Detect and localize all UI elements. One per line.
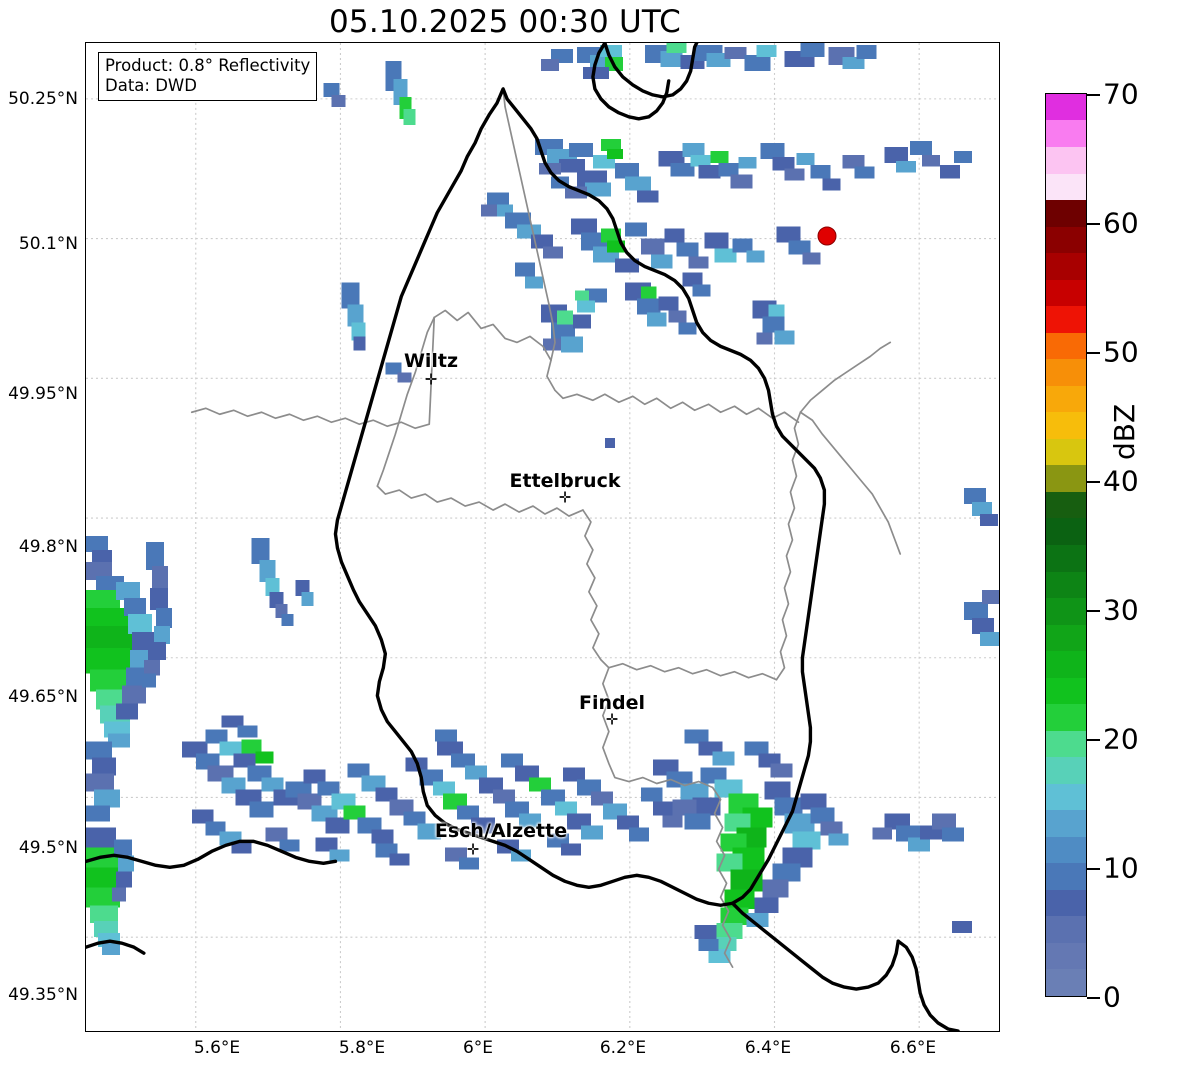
x-tick-3: 6.2°E — [599, 1038, 647, 1058]
colorbar-tick-70 — [1087, 94, 1100, 96]
colorbar-label-60: 60 — [1103, 206, 1139, 240]
echo-central — [341, 272, 999, 527]
echo-east-edge — [872, 589, 999, 934]
colorbar-label-10: 10 — [1103, 851, 1139, 885]
colorbar-band-32 — [1046, 120, 1086, 147]
canton-borders — [190, 88, 902, 968]
national-borders — [86, 43, 960, 1031]
figure-title: 05.10.2025 00:30 UTC — [329, 4, 681, 40]
colorbar-band-12 — [1046, 651, 1086, 678]
colorbar-band-23 — [1046, 359, 1086, 386]
colorbar-band-27 — [1046, 253, 1086, 280]
colorbar-band-24 — [1046, 332, 1086, 360]
colorbar-tick-10 — [1087, 868, 1100, 870]
colorbar-band-8 — [1046, 757, 1086, 784]
colorbar-band-0 — [1046, 969, 1086, 996]
radar-site-dot — [817, 226, 837, 246]
city-marker-ettelbruck: ✛ — [558, 488, 572, 507]
x-tick-5: 6.6°E — [889, 1038, 937, 1058]
colorbar-tick-20 — [1087, 739, 1100, 741]
annotation-box: Product: 0.8° Reflectivity Data: DWD — [98, 52, 318, 102]
colorbar-band-7 — [1046, 783, 1086, 811]
x-tick-1: 5.8°E — [338, 1038, 386, 1058]
echo-western-band — [86, 536, 314, 748]
echo-southeast-core — [640, 729, 849, 964]
colorbar-band-9 — [1046, 730, 1086, 758]
colorbar-label-50: 50 — [1103, 335, 1139, 369]
colorbar-tick-30 — [1087, 610, 1100, 612]
colorbar-band-21 — [1046, 412, 1086, 439]
colorbar-label-40: 40 — [1103, 464, 1139, 498]
colorbar-band-15 — [1046, 571, 1086, 599]
city-label-wiltz: Wiltz — [403, 350, 459, 372]
city-label-ettelbruck: Ettelbruck — [509, 470, 621, 492]
colorbar-tick-0 — [1087, 997, 1100, 999]
grid-lines — [86, 43, 999, 1031]
colorbar-tick-50 — [1087, 352, 1100, 354]
y-tick-6: 49.35°N — [8, 985, 78, 1005]
data-source-line: Data: DWD — [105, 76, 197, 96]
colorbar-band-28 — [1046, 226, 1086, 254]
city-marker-esch-alzette: ✛ — [466, 840, 480, 859]
x-tick-2: 6°E — [462, 1038, 494, 1058]
colorbar-band-3 — [1046, 889, 1086, 917]
colorbar-band-5 — [1046, 836, 1086, 864]
colorbar-label-20: 20 — [1103, 722, 1139, 756]
colorbar-band-4 — [1046, 863, 1086, 890]
colorbar-tick-40 — [1087, 481, 1100, 483]
colorbar-band-20 — [1046, 438, 1086, 466]
radar-echo-layer — [86, 43, 999, 964]
x-tick-4: 6.4°E — [744, 1038, 792, 1058]
echo-southwest — [86, 741, 134, 956]
city-label-findel: Findel — [578, 692, 646, 714]
colorbar-band-10 — [1046, 704, 1086, 731]
colorbar-band-6 — [1046, 810, 1086, 837]
colorbar-band-16 — [1046, 544, 1086, 572]
colorbar-band-14 — [1046, 598, 1086, 625]
product-line: Product: 0.8° Reflectivity — [105, 56, 311, 75]
y-tick-3: 49.8°N — [18, 537, 78, 557]
y-tick-2: 49.95°N — [8, 384, 78, 404]
colorbar-label-70: 70 — [1103, 77, 1139, 111]
colorbar-label-30: 30 — [1103, 593, 1139, 627]
city-label-esch-alzette: Esch/Alzette — [434, 820, 568, 842]
colorbar-band-33 — [1046, 93, 1086, 121]
y-tick-1: 50.1°N — [18, 234, 78, 254]
colorbar-band-11 — [1046, 677, 1086, 705]
colorbar-band-29 — [1046, 200, 1086, 227]
colorbar-band-26 — [1046, 279, 1086, 307]
colorbar-band-19 — [1046, 465, 1086, 492]
colorbar-band-1 — [1046, 942, 1086, 970]
colorbar-band-30 — [1046, 173, 1086, 201]
colorbar-band-13 — [1046, 624, 1086, 652]
colorbar — [1045, 93, 1087, 997]
colorbar-band-31 — [1046, 147, 1086, 174]
y-tick-5: 49.5°N — [18, 838, 78, 858]
colorbar-band-17 — [1046, 518, 1086, 545]
echo-mid-north — [505, 212, 821, 289]
city-marker-wiltz: ✛ — [424, 370, 438, 389]
map-plot-area — [85, 42, 1000, 1032]
y-tick-4: 49.65°N — [8, 687, 78, 707]
colorbar-unit-label: dBZ — [1108, 403, 1141, 460]
echo-southern-band — [181, 715, 649, 870]
colorbar-label-0: 0 — [1103, 980, 1121, 1014]
colorbar-tick-60 — [1087, 223, 1100, 225]
colorbar-band-25 — [1046, 306, 1086, 333]
map-canvas — [86, 43, 999, 1031]
colorbar-band-2 — [1046, 916, 1086, 943]
x-tick-0: 5.6°E — [193, 1038, 241, 1058]
y-tick-0: 50.25°N — [8, 89, 78, 109]
colorbar-band-18 — [1046, 491, 1086, 519]
city-marker-findel: ✛ — [605, 710, 619, 729]
colorbar-band-22 — [1046, 385, 1086, 413]
